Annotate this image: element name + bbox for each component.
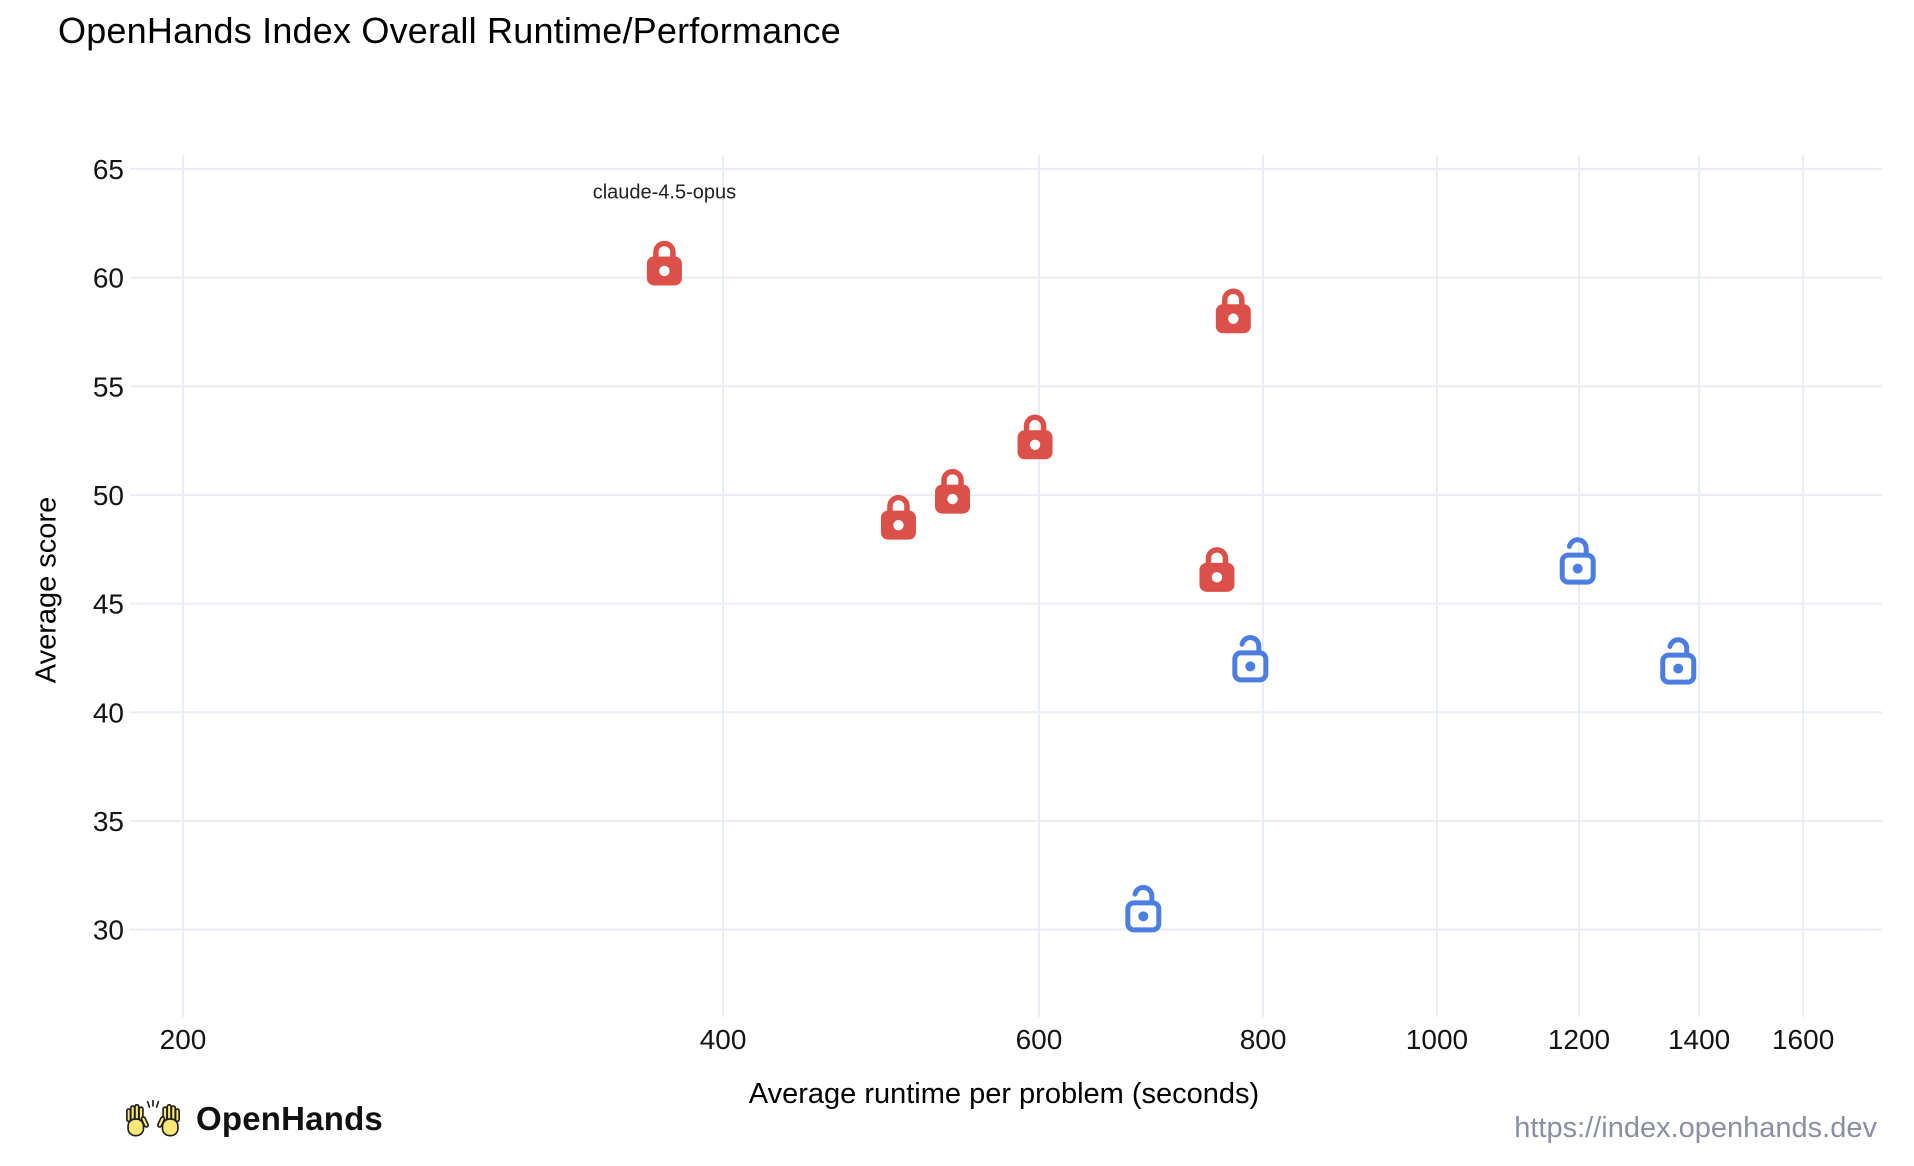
- x-axis-title: Average runtime per problem (seconds): [748, 1078, 1260, 1110]
- open-lock-marker: [1125, 884, 1162, 933]
- raising-hands-icon: [126, 1100, 180, 1137]
- open-lock-marker: [1660, 637, 1697, 685]
- closed-lock-marker: [935, 468, 971, 514]
- y-tick-label: 30: [93, 915, 124, 946]
- x-tick-label: 400: [700, 1024, 747, 1055]
- open-lock-marker: [1559, 537, 1596, 585]
- closed-lock-marker: [880, 495, 916, 540]
- openhands-logo: OpenHands: [122, 1100, 383, 1138]
- closed-lock-marker: [1017, 414, 1053, 460]
- y-tick-label: 35: [93, 806, 124, 837]
- x-tick-label: 1400: [1668, 1024, 1730, 1055]
- y-tick-label: 65: [93, 154, 124, 185]
- y-tick-label: 45: [93, 589, 124, 620]
- x-tick-label: 200: [160, 1024, 207, 1055]
- open-lock-marker: [1232, 635, 1269, 683]
- x-tick-label: 1000: [1406, 1024, 1468, 1055]
- y-tick-label: 50: [93, 480, 124, 511]
- x-tick-label: 1200: [1548, 1024, 1610, 1055]
- x-tick-label: 600: [1016, 1024, 1063, 1055]
- chart-title: OpenHands Index Overall Runtime/Performa…: [58, 10, 841, 51]
- y-tick-label: 60: [93, 263, 124, 294]
- point-label: claude-4.5-opus: [593, 181, 736, 203]
- x-tick-label: 800: [1240, 1024, 1287, 1055]
- closed-lock-marker: [646, 240, 682, 286]
- x-tick-label: 1600: [1772, 1024, 1834, 1055]
- footer-url[interactable]: https://index.openhands.dev: [1514, 1112, 1877, 1144]
- y-tick-label: 55: [93, 371, 124, 402]
- closed-lock-marker: [1199, 547, 1235, 592]
- y-axis-title: Average score: [30, 496, 63, 684]
- y-tick-label: 40: [93, 697, 124, 728]
- brand-wordmark: OpenHands: [196, 1100, 383, 1137]
- closed-lock-marker: [1215, 288, 1251, 334]
